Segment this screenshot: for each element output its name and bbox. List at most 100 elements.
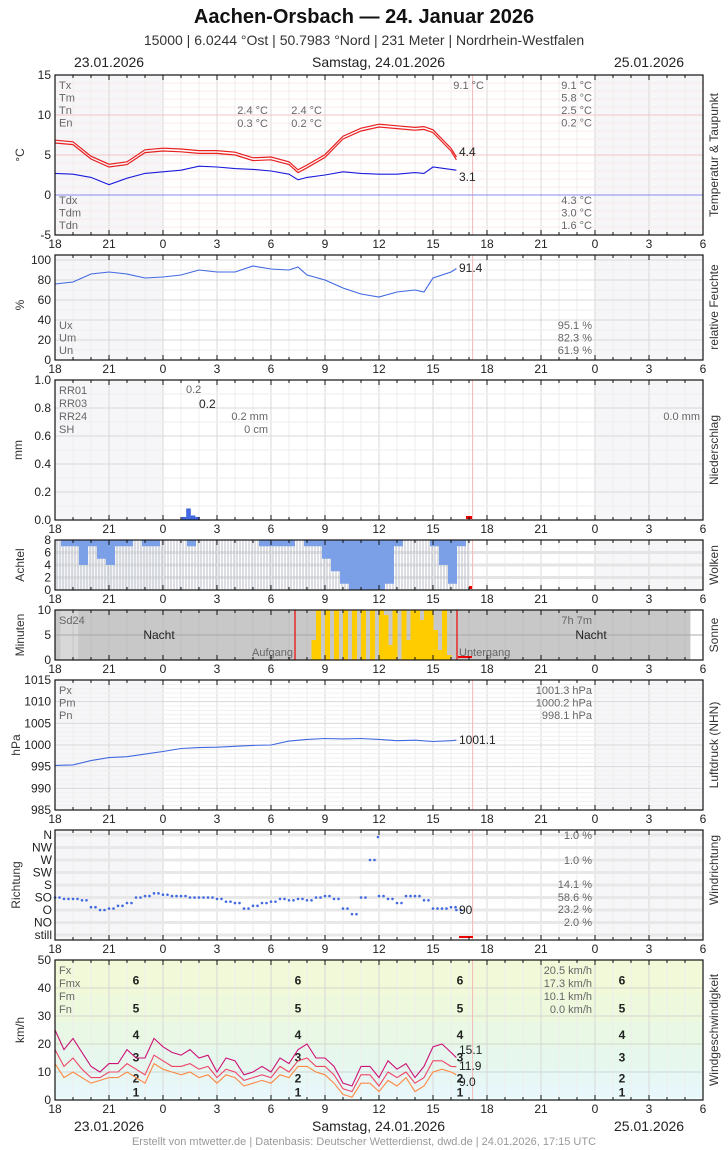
y-tick-label: 0 <box>44 188 51 202</box>
temp-stat-label: Tm <box>59 93 75 105</box>
humidity-line <box>54 265 457 298</box>
wind-dir-point <box>67 897 70 901</box>
wind-dir-point <box>376 835 380 839</box>
dew-stat-label: Tdn <box>59 220 78 232</box>
rain-ylabel: mm <box>11 440 25 460</box>
beaufort-label: 3 <box>295 1051 302 1065</box>
x-tick-label: 0 <box>592 662 599 676</box>
cloud-bar <box>376 540 385 590</box>
y-tick-label: 0 <box>44 583 51 597</box>
wind-fx-line <box>54 1029 457 1087</box>
x-tick-label: 18 <box>480 1102 494 1116</box>
x-tick-label: 6 <box>268 237 275 251</box>
sun-bar <box>352 610 357 660</box>
date-center-top: Samstag, 24.01.2026 <box>312 54 446 70</box>
x-tick-label: 9 <box>322 237 329 251</box>
sun-bar <box>428 610 434 660</box>
beaufort-label: 1 <box>133 1086 140 1100</box>
y-tick-label: 8 <box>44 533 51 547</box>
wind-dir-title: Windrichtung <box>707 835 721 905</box>
sun-bar <box>419 620 425 660</box>
wind-dir-point <box>404 894 408 898</box>
y-tick-label: 80 <box>38 273 52 287</box>
x-tick-label: 21 <box>102 362 116 376</box>
freq-O: 23.2 % <box>558 904 592 916</box>
x-tick-label: 21 <box>534 942 548 956</box>
x-tick-label: 18 <box>480 522 494 536</box>
cloud-bar <box>430 540 439 547</box>
y-tick-label: 995 <box>31 760 51 774</box>
cloud-bar <box>448 540 457 584</box>
y-tick-label: NO <box>34 916 52 930</box>
x-tick-label: 18 <box>48 1102 62 1116</box>
y-tick-label: 985 <box>31 803 51 817</box>
x-tick-label: 0 <box>160 942 167 956</box>
cloud-bar <box>61 540 70 547</box>
x-tick-label: 9 <box>322 522 329 536</box>
wind-dir-point <box>197 896 201 899</box>
temp-title: Temperatur & Taupunkt <box>707 92 721 217</box>
x-tick-label: 6 <box>700 362 707 376</box>
wind-dir-point <box>85 898 88 902</box>
date-center-bottom: Samstag, 24.01.2026 <box>312 1118 446 1134</box>
pressure-stat-value: 1001.3 hPa <box>536 685 593 697</box>
date-left-top: 23.01.2026 <box>74 54 145 70</box>
cloud-bar <box>304 540 313 547</box>
x-tick-label: 21 <box>534 1102 548 1116</box>
x-tick-label: 21 <box>102 522 116 536</box>
wind-dir-point <box>179 894 183 898</box>
pressure-title: Luftdruck (NHN) <box>707 702 721 789</box>
temp-max-line <box>54 123 457 171</box>
wind-dir-point <box>125 901 129 905</box>
wind-dir-point <box>76 897 79 901</box>
dew-stat-value: 3.0 °C <box>561 208 592 220</box>
wind-dir-point <box>98 908 102 912</box>
x-tick-label: 15 <box>426 362 440 376</box>
wind-dir-point <box>386 897 390 901</box>
y-tick-label: 30 <box>38 1009 52 1023</box>
sunset-label: Untergang <box>459 647 510 659</box>
wind-dir-point <box>184 894 187 898</box>
x-tick-label: 6 <box>268 812 275 826</box>
x-tick-label: 15 <box>426 942 440 956</box>
cloud-bar <box>70 540 79 547</box>
x-tick-label: 0 <box>160 812 167 826</box>
x-tick-label: 12 <box>372 812 386 826</box>
x-tick-label: 18 <box>480 362 494 376</box>
x-tick-label: 3 <box>646 942 653 956</box>
wind-stat-value: 0.0 km/h <box>550 1004 592 1016</box>
humidity-title: relative Feuchte <box>707 264 721 350</box>
sd24-value: 7h 7m <box>561 615 592 627</box>
night-label-2: Nacht <box>575 628 607 642</box>
sun-bar <box>406 640 411 660</box>
wind-fm-last: 11.9 <box>459 1059 482 1073</box>
snow-height-value: 0 cm <box>244 424 268 436</box>
y-tick-label: 6 <box>44 546 51 560</box>
x-tick-label: 6 <box>700 1102 707 1116</box>
x-tick-label: 15 <box>426 237 440 251</box>
wind-fn-line <box>54 1062 457 1098</box>
x-tick-label: 3 <box>214 522 221 536</box>
y-tick-label: 10 <box>38 603 52 617</box>
x-tick-label: 6 <box>700 662 707 676</box>
x-tick-label: 6 <box>700 942 707 956</box>
wind-stat-label: Fmx <box>59 978 81 990</box>
station-info: 15000 | 6.0244 °Ost | 50.7983 °Nord | 23… <box>143 32 585 48</box>
dew-last-value: 3.1 <box>459 170 476 184</box>
page-title: Aachen-Orsbach — 24. Januar 2026 <box>193 6 535 28</box>
y-tick-label: 1.0 <box>34 373 51 387</box>
wind-dir-point <box>274 900 277 903</box>
x-tick-label: 18 <box>48 942 62 956</box>
beaufort-label: 5 <box>457 1002 464 1016</box>
tx-marker: 9.1 °C <box>453 80 484 92</box>
x-tick-label: 12 <box>372 522 386 536</box>
wind-dir-point <box>314 896 318 899</box>
beaufort-label: 5 <box>295 1002 302 1016</box>
x-tick-label: 21 <box>102 942 116 956</box>
wind-dir-point <box>193 896 196 899</box>
wind-dir-point <box>454 905 457 909</box>
x-tick-label: 18 <box>480 812 494 826</box>
wind-dir-point <box>301 897 304 901</box>
beaufort-label: 6 <box>133 974 140 988</box>
wind-dir-point <box>107 907 111 910</box>
